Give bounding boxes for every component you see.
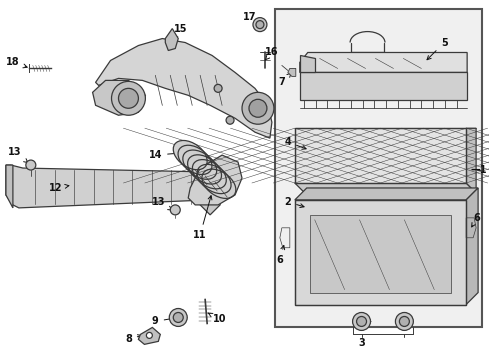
Text: 9: 9	[152, 316, 174, 327]
Bar	[295, 128, 466, 183]
Polygon shape	[6, 165, 13, 208]
Text: 10: 10	[208, 313, 227, 324]
Circle shape	[226, 116, 234, 124]
Bar	[295, 200, 466, 305]
Circle shape	[171, 205, 180, 215]
Polygon shape	[165, 28, 178, 50]
Polygon shape	[466, 128, 476, 193]
Polygon shape	[295, 188, 478, 200]
Polygon shape	[300, 55, 315, 72]
Circle shape	[242, 92, 274, 124]
Polygon shape	[310, 215, 451, 293]
Text: 12: 12	[49, 183, 69, 193]
Text: 2: 2	[285, 197, 304, 207]
Circle shape	[169, 309, 187, 327]
Polygon shape	[96, 39, 272, 138]
Circle shape	[147, 332, 152, 338]
Text: —1: —1	[470, 165, 487, 175]
Circle shape	[395, 312, 414, 330]
Text: 18: 18	[6, 58, 27, 68]
Polygon shape	[288, 68, 296, 76]
Polygon shape	[138, 328, 160, 345]
Circle shape	[112, 81, 146, 115]
Text: 5: 5	[427, 37, 447, 60]
Circle shape	[399, 316, 409, 327]
Text: 14: 14	[148, 150, 188, 160]
Polygon shape	[300, 72, 467, 100]
Text: 13: 13	[8, 147, 28, 163]
Text: 8: 8	[125, 334, 142, 345]
Ellipse shape	[187, 154, 221, 184]
Polygon shape	[295, 183, 476, 193]
Circle shape	[253, 18, 267, 32]
Text: 13: 13	[151, 197, 172, 210]
Circle shape	[214, 84, 222, 92]
Text: 11: 11	[194, 196, 212, 240]
Circle shape	[256, 21, 264, 28]
Circle shape	[173, 312, 183, 323]
Bar	[295, 200, 466, 305]
Ellipse shape	[173, 140, 207, 170]
Bar	[295, 128, 466, 183]
Polygon shape	[466, 188, 478, 305]
Text: 6: 6	[276, 246, 285, 265]
Text: 17: 17	[243, 12, 260, 24]
Text: 15: 15	[173, 24, 187, 39]
Text: 6: 6	[472, 213, 481, 227]
Text: 3: 3	[358, 338, 365, 348]
Polygon shape	[300, 53, 467, 72]
Polygon shape	[93, 80, 146, 115]
Circle shape	[119, 88, 138, 108]
Circle shape	[353, 312, 370, 330]
Text: 4: 4	[285, 137, 306, 149]
Circle shape	[357, 316, 367, 327]
Circle shape	[249, 99, 267, 117]
Polygon shape	[188, 155, 242, 205]
Polygon shape	[200, 172, 222, 215]
Circle shape	[26, 160, 36, 170]
Text: 16: 16	[265, 48, 279, 60]
Polygon shape	[6, 165, 215, 208]
Bar	[275, 9, 482, 328]
Text: 7: 7	[278, 73, 291, 87]
